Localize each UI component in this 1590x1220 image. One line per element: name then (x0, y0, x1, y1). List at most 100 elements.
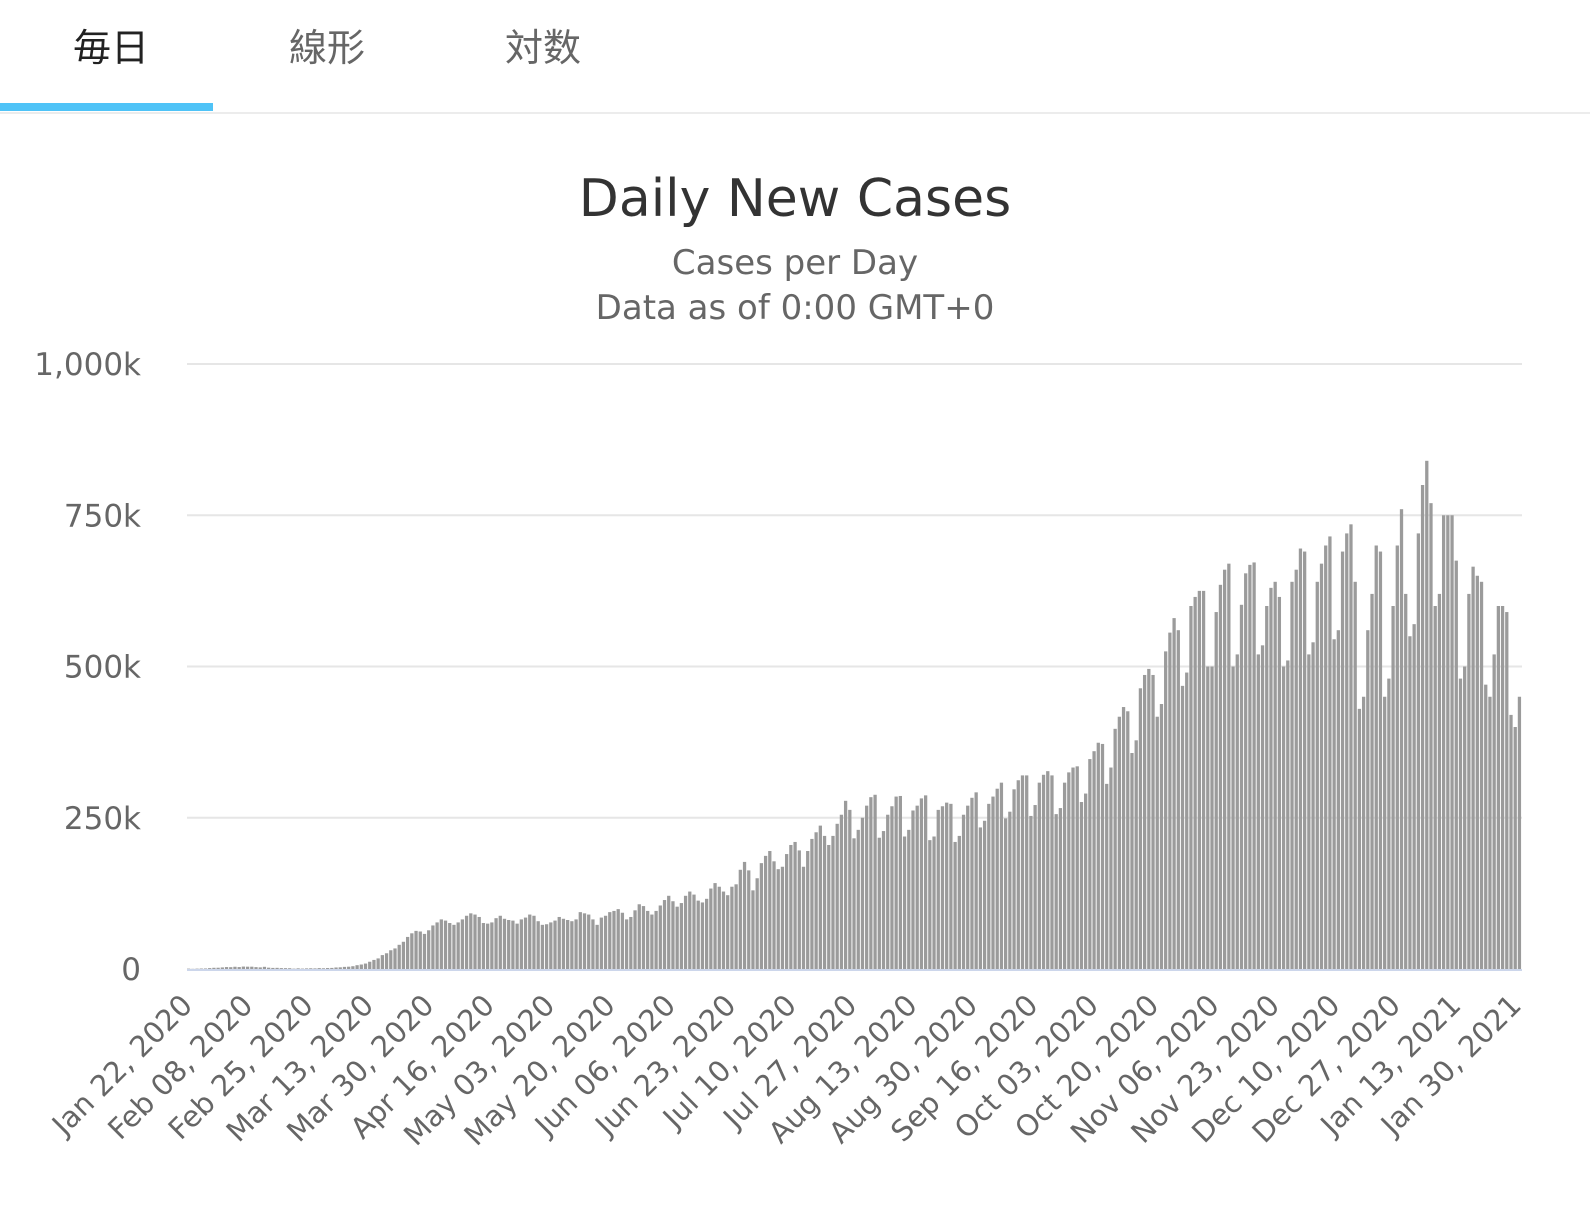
bar (785, 854, 789, 969)
bar (321, 968, 326, 969)
bar (376, 958, 380, 969)
bar (1307, 654, 1311, 969)
bar (894, 796, 898, 969)
bar (566, 920, 570, 969)
bar (536, 921, 540, 969)
bar (490, 922, 494, 969)
bar (1496, 606, 1501, 969)
bar (995, 788, 999, 969)
bar (1463, 666, 1467, 969)
bar (1218, 584, 1223, 969)
bar (1336, 630, 1340, 969)
bar (1471, 566, 1475, 969)
bar (1281, 666, 1286, 969)
bar (683, 895, 688, 969)
bar (869, 797, 873, 969)
bar (1004, 818, 1008, 969)
bar (334, 967, 338, 969)
bar (1437, 593, 1442, 969)
tab-logarithmic[interactable]: 対数 (504, 25, 581, 70)
bar (338, 967, 342, 969)
bar (1046, 771, 1050, 969)
bar (380, 955, 384, 969)
bar (970, 797, 974, 969)
bar (860, 817, 865, 969)
bar (418, 931, 422, 969)
y-tick-label: 250k (64, 801, 141, 837)
bar (1121, 707, 1126, 969)
bar (810, 838, 814, 969)
bar (557, 916, 561, 969)
bar (1142, 674, 1147, 969)
bar (254, 967, 258, 969)
bar (641, 906, 646, 969)
bar (595, 924, 599, 969)
bar (742, 861, 747, 969)
bar (982, 820, 987, 969)
bar (721, 891, 726, 969)
bar (1505, 612, 1509, 969)
bar (1222, 569, 1227, 969)
y-tick-label: 0 (121, 952, 141, 988)
bar (987, 803, 991, 969)
bar (1067, 772, 1071, 970)
bar (582, 913, 587, 969)
daily-new-cases-chart: Daily New Cases Cases per Day Data as of… (34, 169, 1528, 1152)
y-axis-labels: 0 250k 500k 750k 1,000k (34, 347, 141, 988)
bar (991, 796, 995, 969)
bar (464, 915, 469, 969)
bar (999, 782, 1004, 969)
bar (705, 898, 709, 969)
bar (1349, 524, 1353, 969)
active-tab-indicator (0, 103, 213, 111)
bar (1500, 606, 1505, 969)
bar (608, 912, 612, 969)
chart-subtitle-line-2: Data as of 0:00 GMT+0 (596, 288, 995, 328)
bar (907, 829, 911, 969)
bar (822, 835, 827, 969)
bar (1079, 802, 1084, 969)
bar (1151, 674, 1155, 969)
bar (1176, 630, 1180, 969)
bar (1193, 596, 1197, 969)
bar (789, 844, 793, 969)
bar (1197, 590, 1202, 970)
bar (241, 966, 246, 969)
bar (267, 967, 271, 969)
bar (359, 964, 363, 969)
tab-linear[interactable]: 線形 (288, 25, 365, 70)
bar (460, 919, 465, 969)
tab-daily[interactable]: 毎日 (72, 25, 149, 70)
bar (1109, 767, 1113, 969)
bar (414, 930, 418, 969)
bar (763, 855, 768, 969)
bar (1374, 545, 1378, 969)
bar (780, 866, 785, 969)
bar (473, 914, 477, 969)
bar (620, 912, 625, 969)
bar (1328, 536, 1332, 969)
bar (1408, 636, 1412, 969)
bar (1130, 753, 1134, 969)
bar (250, 966, 254, 969)
bar (1012, 789, 1016, 969)
bar (1088, 759, 1092, 969)
bar (1366, 630, 1370, 969)
bar (1062, 782, 1067, 969)
bar (1273, 581, 1277, 969)
bar (304, 968, 309, 969)
bar (203, 968, 208, 969)
bar (873, 794, 877, 969)
bar (915, 805, 919, 969)
bar (355, 965, 359, 969)
bar (342, 966, 347, 969)
bar (688, 891, 692, 969)
bar (856, 829, 860, 969)
bar (1298, 548, 1303, 969)
bar (220, 967, 224, 969)
bar (1189, 606, 1193, 969)
bar (532, 915, 536, 969)
bar (1033, 805, 1037, 969)
bar (1126, 711, 1130, 969)
